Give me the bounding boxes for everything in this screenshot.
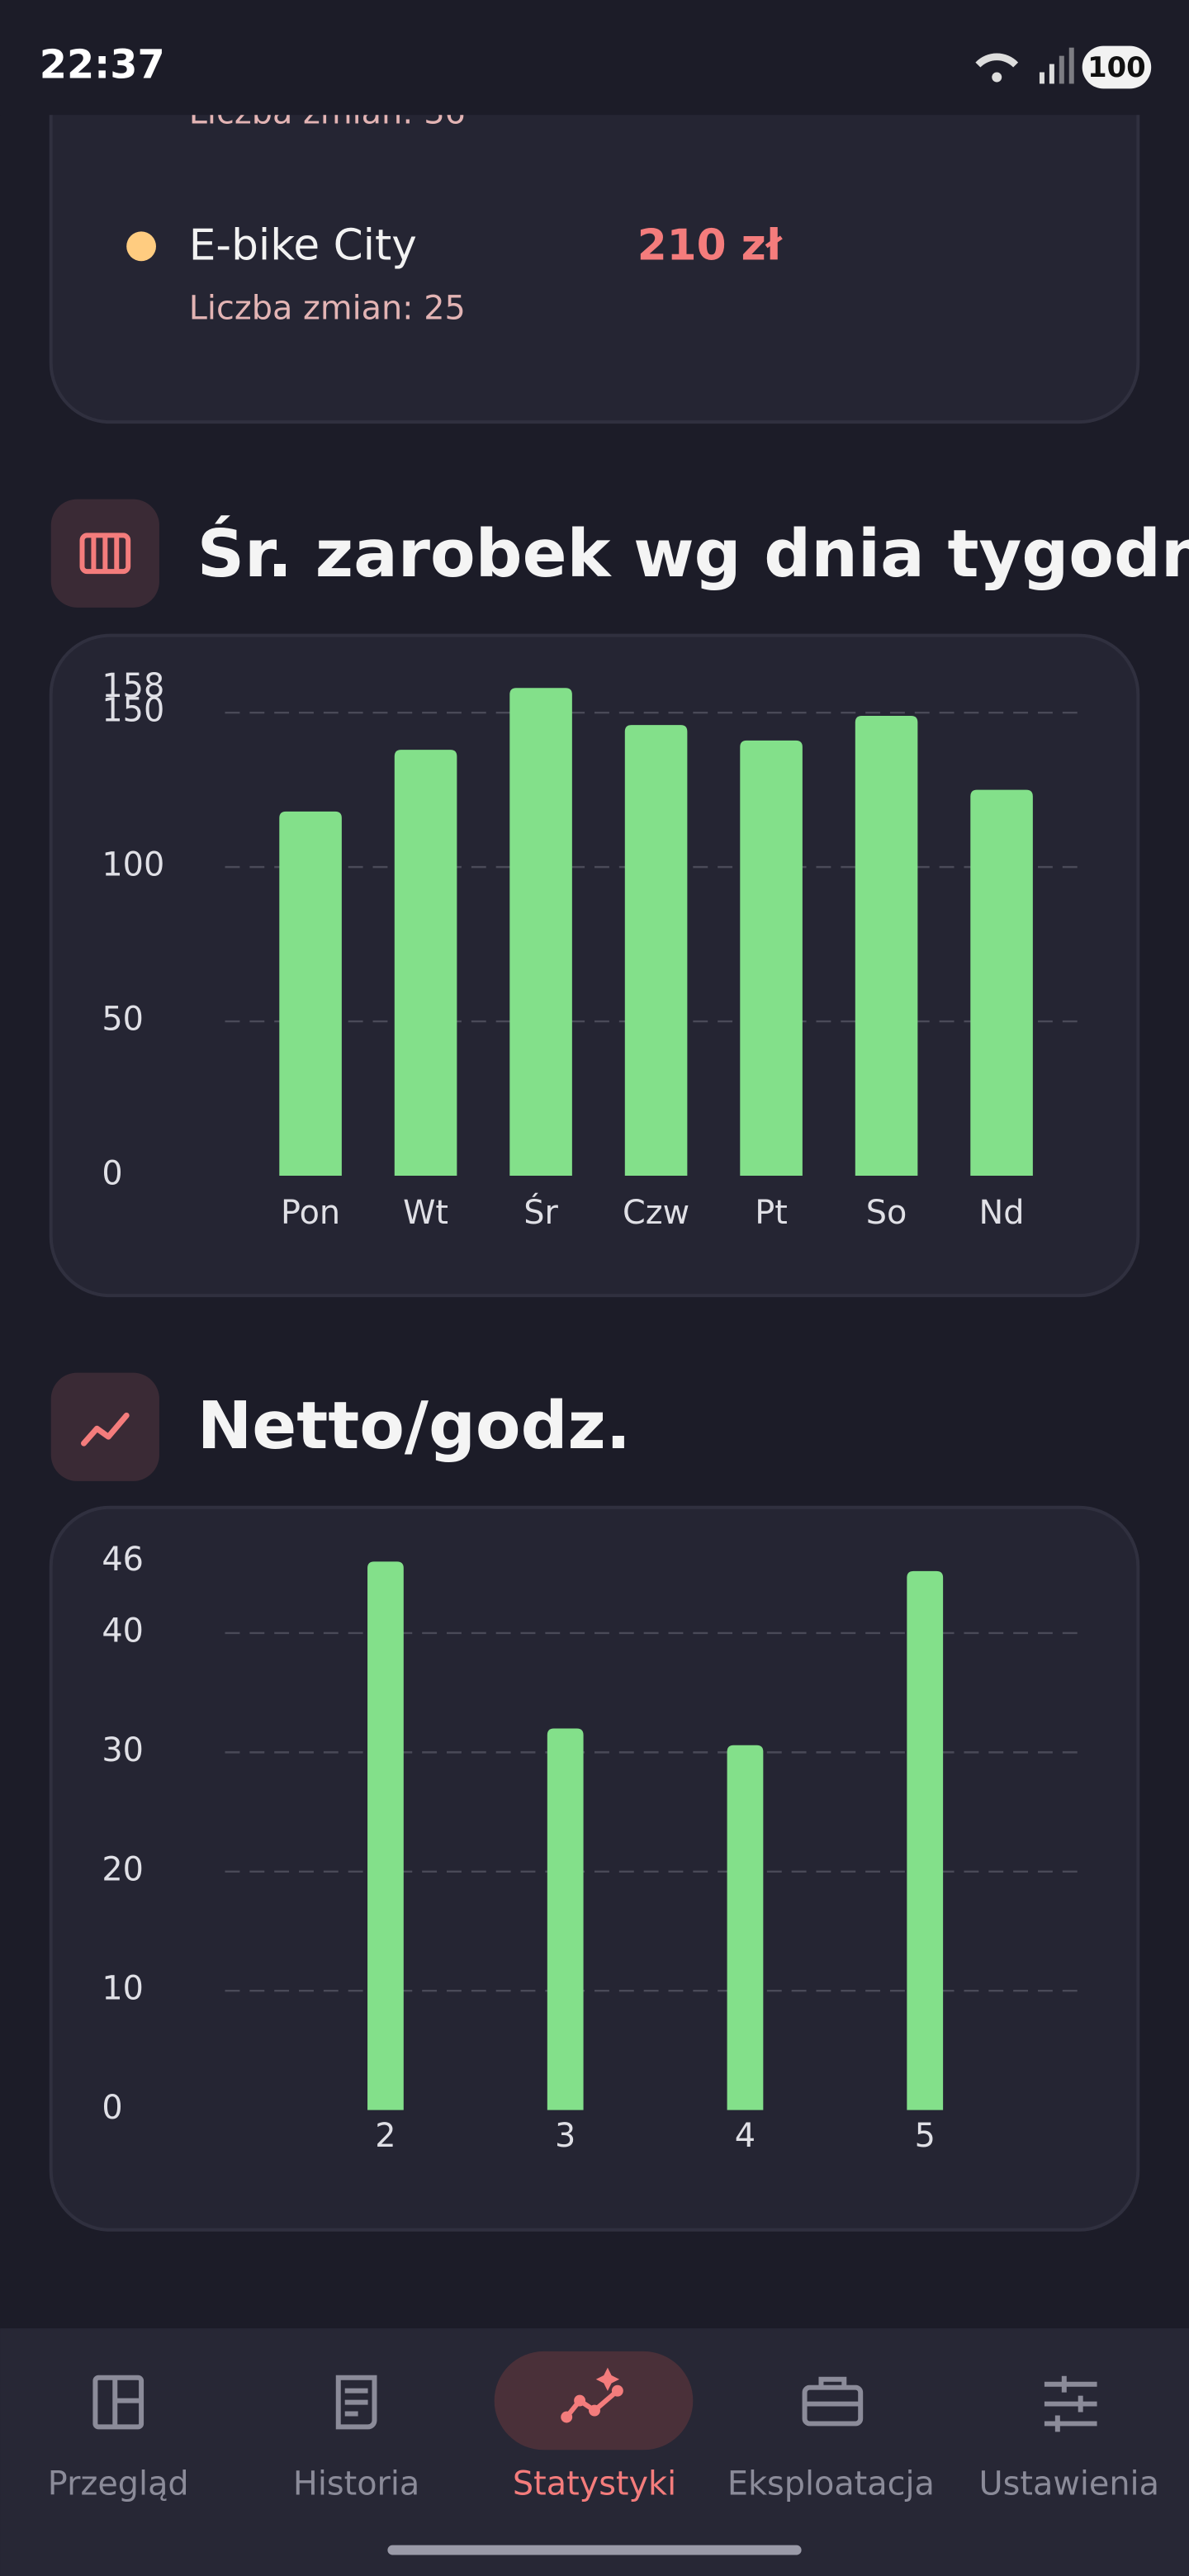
nav-labels: Przegląd Historia Statystyki Eksploatacja Us…: [48, 2465, 1159, 2503]
y-tick-label: 20: [102, 1850, 144, 1888]
x-tick-label: Nd: [979, 1194, 1025, 1232]
y-tick-label: 0: [102, 2089, 122, 2127]
bar: [547, 1728, 584, 2110]
calendar-icon: [79, 533, 131, 575]
nav-label[interactable]: Ustawienia: [979, 2465, 1159, 2503]
x-tick-label: Wt: [403, 1194, 448, 1232]
y-tick-label: 40: [102, 1612, 144, 1650]
y-tick-label: 0: [102, 1154, 122, 1192]
bar: [907, 1570, 944, 2110]
battery: [1082, 45, 1152, 89]
x-tick-label: Pon: [281, 1194, 340, 1232]
legend-dot: [126, 231, 156, 262]
x-tick-label: 3: [555, 2117, 576, 2155]
x-tick-label: So: [866, 1194, 907, 1232]
active-pill: [494, 2351, 694, 2451]
nav-label[interactable]: Historia: [293, 2465, 419, 2503]
y-tick-label: 50: [102, 1001, 144, 1039]
amount: 210 zł: [637, 220, 784, 270]
nav-label[interactable]: Eksploatacja: [727, 2465, 935, 2503]
bar: [727, 1745, 764, 2110]
section-icon: [50, 1372, 159, 1481]
clock: 22:37: [40, 43, 165, 88]
y-tick-label: 30: [102, 1731, 144, 1769]
nav-icons: [92, 2375, 1097, 2432]
bar: [367, 1561, 404, 2110]
count-label: Liczba zmian: 25: [189, 289, 466, 327]
active-nav-icon: [561, 2367, 623, 2423]
nav-label[interactable]: Przegląd: [48, 2465, 189, 2503]
bar: [279, 811, 342, 1176]
y-tick-label: 10: [102, 1970, 144, 2008]
section-title: Netto/godz.: [197, 1387, 631, 1464]
home-indicator: [387, 2545, 802, 2555]
x-tick-label: Śr: [523, 1193, 558, 1232]
bar: [394, 750, 457, 1176]
bar: [855, 715, 918, 1176]
x-tick-label: 2: [375, 2117, 396, 2155]
nav-label[interactable]: Statystyki: [513, 2465, 676, 2503]
battery-level: 100: [1087, 51, 1146, 83]
y-tick-label: 150: [102, 692, 164, 730]
x-tick-label: 5: [915, 2117, 936, 2155]
signal-icons: [975, 47, 1074, 84]
x-tick-label: Czw: [623, 1194, 689, 1232]
y-tick-label: 158: [102, 667, 164, 705]
bar: [509, 688, 572, 1176]
trend-icon: [81, 1412, 130, 1447]
y-tick-label: 100: [102, 846, 164, 884]
provider-name: E-bike City: [189, 220, 417, 270]
x-tick-label: 4: [735, 2117, 756, 2155]
bar: [624, 725, 688, 1176]
x-tick-label: Pt: [755, 1194, 788, 1232]
bar: [970, 789, 1033, 1176]
chart-card: [49, 1505, 1140, 2232]
bar: [740, 740, 803, 1176]
y-tick-label: 46: [102, 1541, 144, 1579]
section-title: Śr. zarobek wg dnia tygodnia: [197, 514, 1189, 592]
